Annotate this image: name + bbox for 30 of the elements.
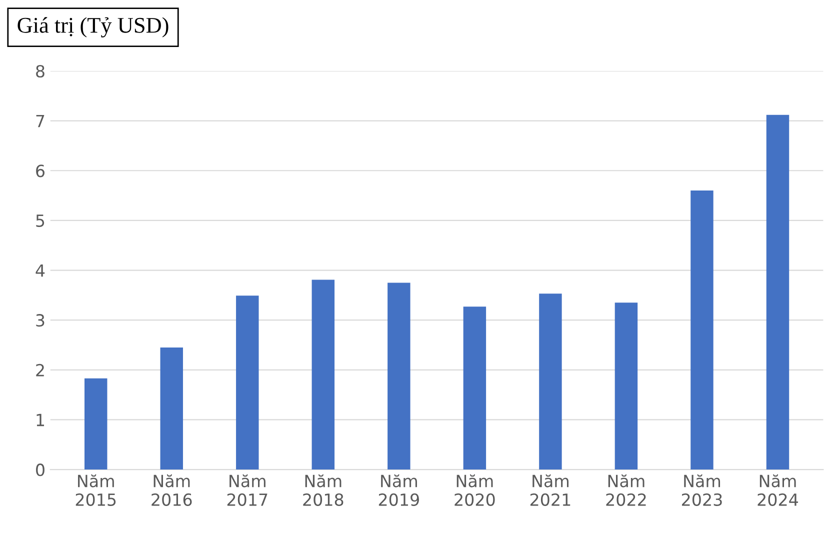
bar <box>84 378 108 470</box>
x-tick-label: Năm 2020 <box>454 474 495 506</box>
bar <box>463 306 486 470</box>
x-tick-label: Năm 2015 <box>76 474 116 506</box>
y-tick-label: 0 <box>36 464 44 476</box>
y-tick-label: 7 <box>36 114 44 128</box>
x-tick-label: Năm 2023 <box>682 474 722 506</box>
y-axis-title: Giá trị (Tỷ USD) <box>18 17 168 38</box>
x-tick-label: Năm 2019 <box>378 474 419 506</box>
y-tick-label: 6 <box>36 164 44 178</box>
x-tick-label: Năm 2024 <box>758 474 798 506</box>
bar <box>539 294 562 470</box>
bar <box>690 190 714 470</box>
bar <box>236 296 259 470</box>
bar <box>766 114 790 470</box>
bar <box>312 280 335 470</box>
y-tick-label: 1 <box>36 414 44 426</box>
x-tick-label: Năm 2021 <box>530 474 570 506</box>
y-tick-label: 4 <box>36 264 45 277</box>
bar <box>160 347 183 470</box>
y-tick-label: 2 <box>36 364 44 376</box>
x-tick-label: Năm 2018 <box>303 474 344 506</box>
x-tick-label: Năm 2022 <box>606 474 646 506</box>
x-tick-label: Năm 2016 <box>152 474 192 506</box>
bar <box>388 282 410 470</box>
y-tick-label: 3 <box>36 314 44 327</box>
y-tick-label: 5 <box>36 214 44 228</box>
bar <box>614 302 638 470</box>
y-tick-label: 8 <box>36 64 44 78</box>
x-tick-label: Năm 2017 <box>227 474 268 506</box>
